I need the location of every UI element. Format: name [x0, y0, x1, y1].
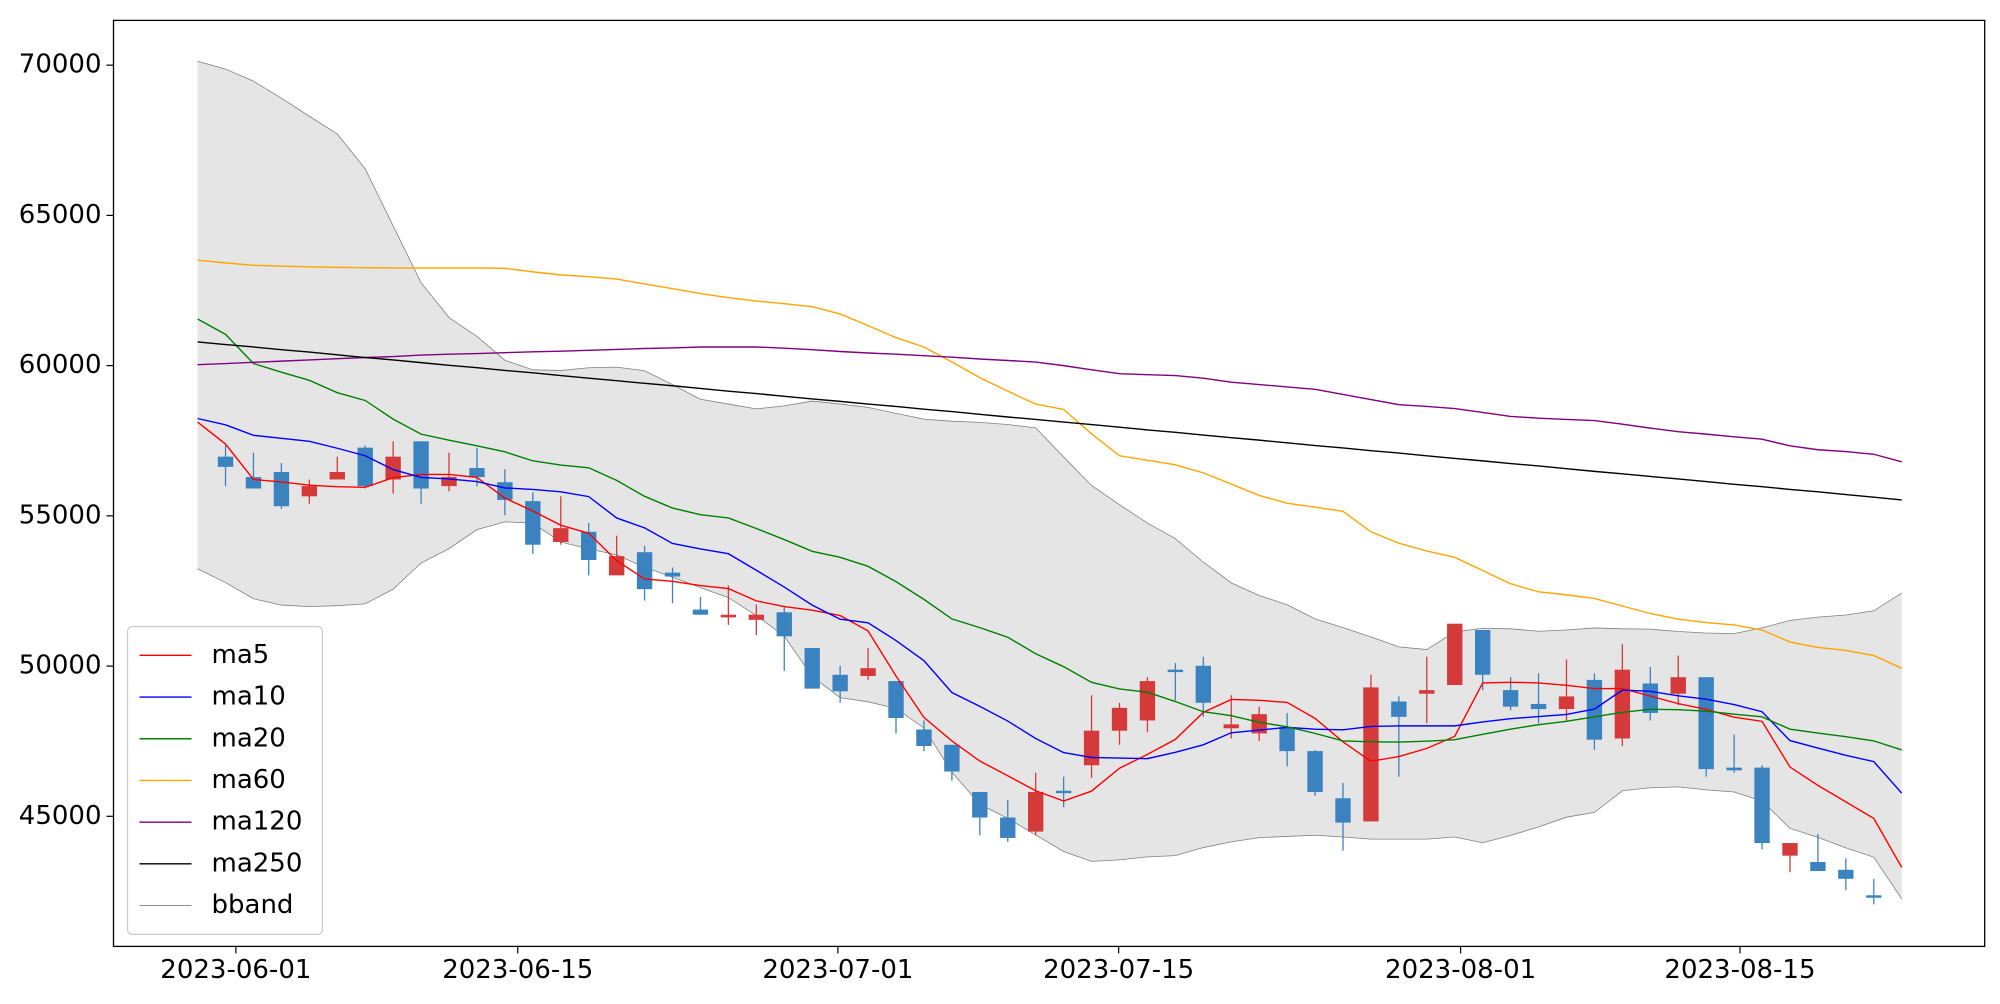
candle-body	[1810, 861, 1826, 871]
candle-body	[1028, 791, 1044, 832]
ma-line	[197, 421, 1903, 868]
x-tick-label: 2023-07-15	[1043, 955, 1194, 985]
candle-body	[1000, 817, 1016, 838]
legend-label: ma5	[212, 640, 270, 670]
candle-body	[1055, 790, 1072, 794]
candle-body	[1502, 690, 1519, 707]
y-tick-label: 65000	[19, 200, 102, 230]
candle-body	[217, 456, 234, 467]
legend-label: ma60	[212, 765, 286, 795]
candle-body	[357, 447, 373, 487]
candle-body	[581, 531, 597, 561]
candle-body	[1530, 703, 1547, 710]
candle-body	[1558, 696, 1575, 710]
ma-line	[197, 318, 1902, 751]
candle-body	[1391, 701, 1407, 717]
candle-body	[888, 681, 904, 719]
candle-body	[329, 471, 345, 480]
y-tick-label: 55000	[19, 500, 102, 530]
candle-body	[385, 456, 401, 480]
candle-body	[1139, 681, 1156, 721]
legend-label: ma10	[212, 682, 286, 712]
candle-body	[832, 674, 848, 692]
candle-body	[413, 441, 429, 489]
candle-body	[469, 468, 485, 478]
plot-frame	[112, 19, 1986, 948]
y-tick-label: 60000	[19, 350, 102, 380]
candle-body	[1195, 665, 1211, 703]
candle-body	[1698, 677, 1714, 770]
candle-body	[1419, 690, 1435, 694]
candle-body	[636, 552, 653, 590]
legend-label: ma250	[212, 848, 303, 878]
ma-line	[197, 346, 1902, 463]
candle-body	[553, 528, 569, 542]
y-tick-label: 45000	[19, 801, 102, 831]
bband-upper	[197, 60, 1902, 650]
x-tick-label: 2023-08-01	[1385, 955, 1536, 985]
candle-body	[1111, 707, 1128, 731]
bband-area	[197, 61, 1902, 899]
candle-body	[1335, 798, 1351, 823]
candle-body	[1614, 669, 1631, 739]
legend: ma5 ma10 ma20 ma60 ma120 ma250 bband	[126, 625, 324, 936]
candle-body	[1474, 630, 1491, 675]
legend-label: ma20	[212, 723, 286, 753]
candle-body	[608, 556, 625, 576]
plot	[197, 60, 1903, 905]
candle-body	[1307, 751, 1323, 792]
candle-body	[245, 477, 262, 489]
candle-body	[1447, 623, 1463, 686]
candle-body	[1251, 714, 1267, 734]
candle-body	[1586, 679, 1603, 740]
candle-body	[916, 729, 932, 746]
candle-body	[441, 477, 457, 487]
y-tick-label: 70000	[19, 50, 102, 80]
candle-body	[944, 744, 960, 772]
candle-body	[525, 501, 541, 545]
candle-body	[972, 791, 988, 818]
x-tick-label: 2023-06-01	[160, 955, 311, 985]
candle-body	[1279, 727, 1295, 752]
candle-body	[1670, 677, 1686, 694]
candle-body	[860, 668, 876, 676]
candle-body	[776, 612, 792, 637]
x-tick-label: 2023-08-15	[1664, 955, 1815, 985]
candle-body	[692, 609, 709, 615]
candle-body	[1363, 687, 1379, 822]
bband-lower	[197, 521, 1903, 900]
legend-label: ma120	[212, 807, 303, 837]
y-tick-label: 50000	[19, 651, 102, 681]
candle-body	[1223, 724, 1239, 729]
candle-body	[1782, 843, 1798, 856]
candle-body	[1083, 730, 1100, 766]
candle-body	[1167, 669, 1184, 673]
candle-body	[1754, 767, 1770, 844]
candle-body	[804, 648, 820, 689]
ma-line	[197, 417, 1903, 794]
candle-body	[1866, 895, 1882, 898]
ma-line	[197, 341, 1902, 501]
legend-label: bband	[212, 890, 294, 920]
x-tick-label: 2023-06-15	[442, 955, 593, 985]
legend-box	[126, 625, 324, 936]
candle-body	[273, 471, 290, 507]
candle-body	[301, 486, 318, 497]
candle-body	[748, 614, 765, 620]
candle-body	[720, 614, 737, 618]
ma-line	[197, 259, 1903, 669]
candle-body	[664, 572, 681, 577]
candle-body	[1838, 869, 1854, 879]
candle-body	[1726, 767, 1742, 771]
x-tick-label: 2023-07-01	[762, 955, 913, 985]
